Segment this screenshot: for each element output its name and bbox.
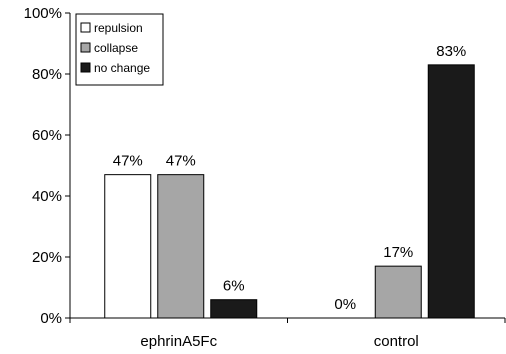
bar [427, 64, 475, 319]
x-category-label: control [374, 333, 419, 350]
data-label: 47% [166, 153, 196, 170]
legend-label: repulsion [94, 21, 143, 35]
x-category-label: ephrinA5Fc [140, 333, 217, 350]
bar [157, 174, 205, 319]
data-label: 83% [436, 43, 466, 60]
legend: repulsion collapse no change [75, 13, 164, 86]
y-tick-label: 0% [40, 310, 62, 327]
legend-swatch [80, 42, 91, 53]
legend-label: no change [94, 61, 150, 75]
axes: 0% 20% 40% 60% 80% 100% ephrinA5Fc control [24, 5, 506, 350]
data-label: 47% [113, 153, 143, 170]
bar [104, 174, 152, 319]
data-label: 0% [334, 296, 356, 313]
y-tick-label: 20% [32, 249, 62, 266]
data-label: 6% [223, 278, 245, 295]
bar [374, 265, 422, 319]
y-tick-label: 40% [32, 188, 62, 205]
data-labels: 47% 47% 6% 0% 17% 83% [113, 43, 467, 313]
bars [104, 64, 475, 319]
y-tick-label: 60% [32, 127, 62, 144]
y-tick-label: 100% [24, 5, 62, 22]
y-tick-label: 80% [32, 66, 62, 83]
bar [210, 299, 258, 319]
legend-label: collapse [94, 41, 138, 55]
data-label: 17% [383, 244, 413, 261]
legend-swatch [80, 62, 91, 73]
legend-swatch [80, 22, 91, 33]
